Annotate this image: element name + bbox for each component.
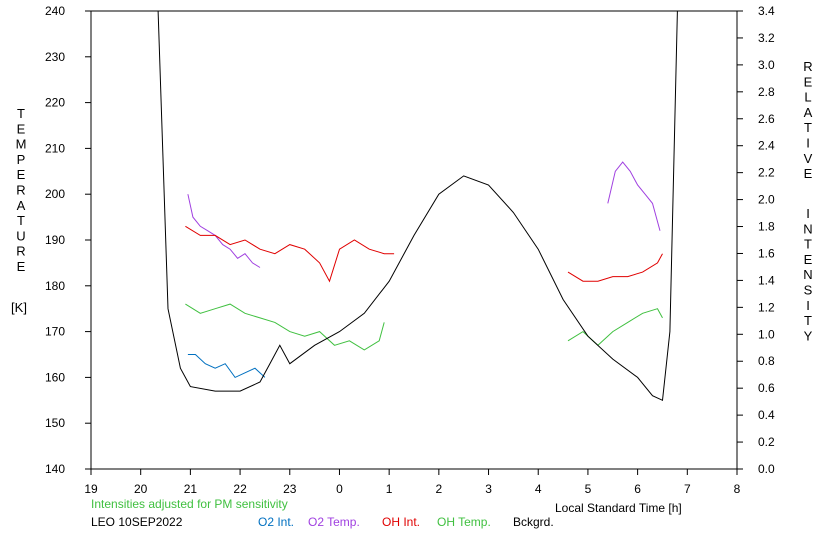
series-line: [187, 354, 266, 379]
series-line: [607, 161, 661, 231]
y-right-tick-label: 2.0: [758, 193, 775, 207]
legend-item: Bckgrd.: [513, 515, 554, 529]
y-left-tick-label: 200: [45, 187, 65, 201]
y-right-title-letter: A: [804, 105, 813, 120]
y-right-tick-label: 1.4: [758, 273, 775, 287]
y-left-title-letter: U: [16, 228, 25, 243]
series-line: [567, 253, 663, 282]
y-left-unit: [K]: [11, 300, 27, 315]
y-right-tick-label: 3.2: [758, 31, 775, 45]
legend-item: OH Temp.: [437, 515, 491, 529]
y-left-title-letter: E: [17, 121, 26, 136]
y-right-title-letter: L: [804, 90, 811, 105]
y-left-tick-label: 210: [45, 141, 65, 155]
y-right-tick-label: 0.0: [758, 462, 775, 476]
series-line: [185, 303, 385, 351]
y-right-tick-label: 1.2: [758, 300, 775, 314]
y-right-title-letter: Y: [804, 328, 813, 343]
y-left-title-letter: E: [17, 167, 26, 182]
y-left-tick-label: 230: [45, 50, 65, 64]
y-right-tick-label: 0.8: [758, 354, 775, 368]
y-right-tick-label: 0.6: [758, 381, 775, 395]
series-line: [185, 225, 395, 283]
x-tick-label: 6: [634, 482, 641, 496]
y-right-tick-label: 1.6: [758, 246, 775, 260]
x-tick-label: 23: [283, 482, 297, 496]
y-right-title-letter: N: [803, 221, 812, 236]
y-right-title-letter: E: [804, 252, 813, 267]
x-tick-label: 20: [134, 482, 148, 496]
series-line: [157, 11, 678, 402]
legend-item: O2 Temp.: [308, 515, 360, 529]
y-left-tick-label: 170: [45, 325, 65, 339]
legend-item: O2 Int.: [258, 515, 294, 529]
y-left-title-letter: A: [17, 198, 26, 213]
y-right-title-letter: T: [804, 313, 812, 328]
x-tick-label: 3: [485, 482, 492, 496]
adjustment-note: Intensities adjusted for PM sensitivity: [91, 497, 288, 511]
series-line: [187, 194, 261, 268]
y-left-title-letter: T: [17, 106, 25, 121]
y-right-tick-label: 2.8: [758, 85, 775, 99]
y-right-tick-label: 1.8: [758, 220, 775, 234]
y-right-tick-label: 2.4: [758, 139, 775, 153]
x-tick-label: 4: [535, 482, 542, 496]
y-right-title-letter: I: [806, 298, 810, 313]
y-left-title-letter: R: [16, 183, 25, 198]
y-right-tick-label: 3.0: [758, 58, 775, 72]
x-tick-label: 1: [386, 482, 393, 496]
x-tick-label: 8: [734, 482, 741, 496]
y-right-title-letter: S: [804, 283, 813, 298]
y-right-title-letter: R: [803, 59, 812, 74]
series-line: [567, 308, 663, 346]
y-left-tick-label: 220: [45, 96, 65, 110]
y-left-title-letter: E: [17, 259, 26, 274]
y-right-title-letter: T: [804, 120, 812, 135]
y-left-tick-label: 190: [45, 233, 65, 247]
x-tick-label: 2: [436, 482, 443, 496]
y-right-tick-label: 2.6: [758, 112, 775, 126]
y-right-title-letter: E: [804, 74, 813, 89]
y-left-title-letter: T: [17, 213, 25, 228]
y-right-tick-label: 1.0: [758, 327, 775, 341]
station-date-label: LEO 10SEP2022: [91, 515, 183, 529]
y-left-tick-label: 240: [45, 4, 65, 18]
y-left-tick-label: 160: [45, 370, 65, 384]
y-right-tick-label: 3.4: [758, 4, 775, 18]
x-tick-label: 0: [336, 482, 343, 496]
series-layer: [157, 11, 678, 402]
legend: O2 Int. O2 Temp. OH Int. OH Temp. Bckgrd.: [258, 515, 554, 529]
y-left-title-letter: R: [16, 244, 25, 259]
y-left-tick-label: 180: [45, 279, 65, 293]
x-tick-label: 22: [233, 482, 247, 496]
y-right-title-letter: N: [803, 267, 812, 282]
y-right-title-letter: T: [804, 237, 812, 252]
x-tick-label: 7: [684, 482, 691, 496]
y-right-title-letter: I: [806, 206, 810, 221]
y-left-title-letter: P: [17, 152, 26, 167]
y-right-title-letter: E: [804, 166, 813, 181]
legend-item: OH Int.: [382, 515, 420, 529]
y-right-tick-label: 2.2: [758, 166, 775, 180]
plot-axes: 1401501601701801902002102202302400.00.20…: [45, 4, 775, 496]
y-right-tick-label: 0.4: [758, 408, 775, 422]
x-tick-label: 5: [585, 482, 592, 496]
x-axis-title: Local Standard Time [h]: [555, 501, 682, 515]
y-left-title-letter: M: [16, 137, 27, 152]
y-left-tick-label: 150: [45, 416, 65, 430]
y-left-tick-label: 140: [45, 462, 65, 476]
x-tick-label: 21: [184, 482, 198, 496]
y-right-tick-label: 0.2: [758, 435, 775, 449]
x-tick-label: 19: [84, 482, 98, 496]
y-right-title-letter: I: [806, 136, 810, 151]
y-right-title-letter: V: [804, 151, 813, 166]
